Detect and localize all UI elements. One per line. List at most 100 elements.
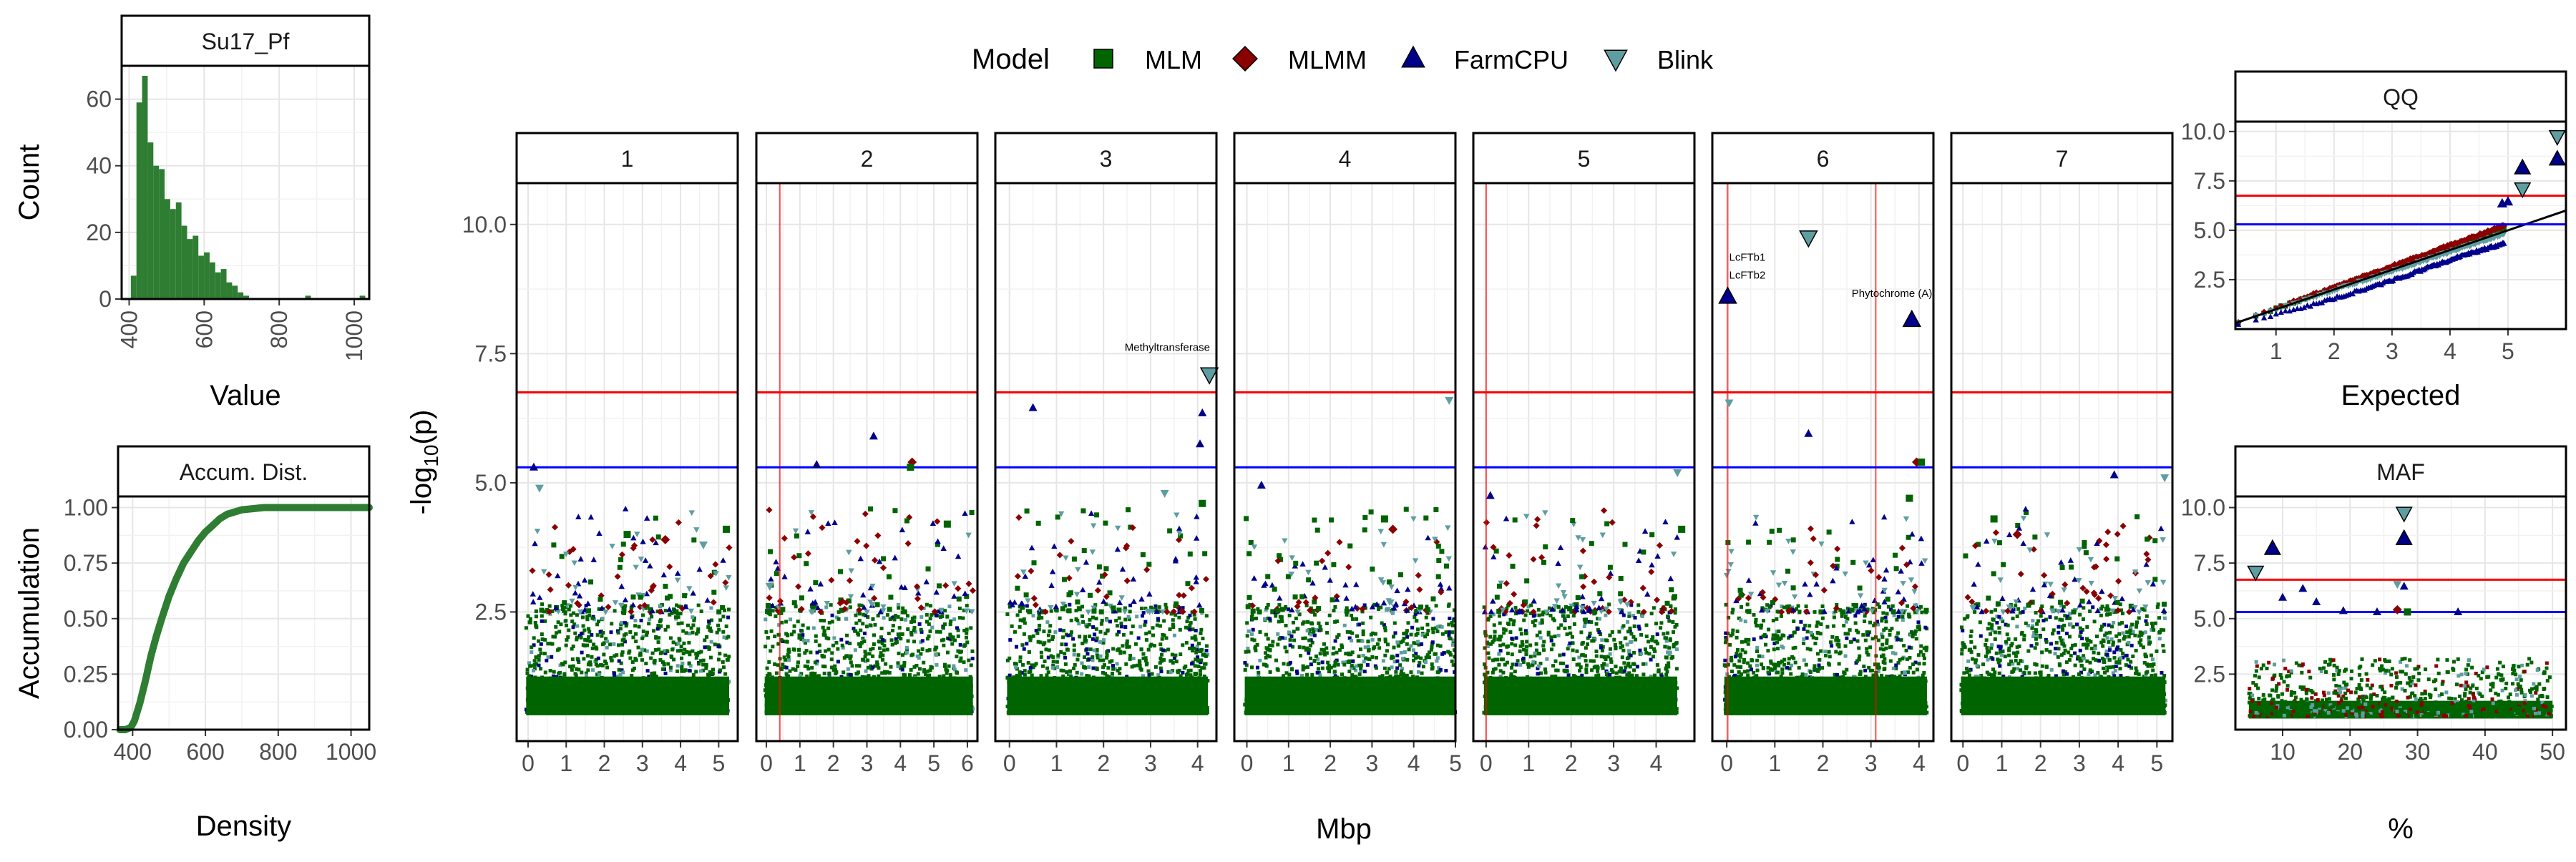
- snp-point: [630, 616, 633, 619]
- snp-point: [1128, 609, 1132, 613]
- snp-point: [572, 625, 575, 629]
- snp-point-high: [577, 556, 583, 562]
- snp-point-high: [1191, 609, 1198, 615]
- snp-point: [540, 602, 544, 606]
- snp-point-high: [535, 529, 540, 534]
- snp-point: [1037, 617, 1040, 620]
- peak-marker-blink: [1161, 490, 1169, 498]
- snp-point: [831, 614, 834, 617]
- snp-point: [1141, 657, 1145, 660]
- snp-point: [768, 672, 771, 676]
- snp-point: [1246, 647, 1249, 650]
- snp-point: [877, 666, 880, 670]
- snp-point: [597, 657, 600, 660]
- snp-point: [889, 665, 893, 669]
- snp-point: [557, 630, 561, 634]
- histogram-bar: [192, 236, 198, 299]
- snp-point: [851, 664, 854, 667]
- snp-point: [780, 621, 784, 625]
- snp-point: [591, 647, 595, 650]
- snp-point: [1018, 670, 1022, 674]
- snp-point-high: [1062, 577, 1067, 582]
- snp-point: [571, 657, 575, 661]
- strip-label: 4: [1339, 146, 1352, 172]
- snp-point: [1194, 629, 1198, 632]
- snp-point: [1306, 665, 1309, 669]
- snp-point-high: [647, 563, 653, 569]
- snp-point: [587, 627, 590, 631]
- snp-point-high: [547, 587, 554, 593]
- snp-point: [859, 629, 862, 632]
- snp-point: [1184, 626, 1188, 630]
- snp-point: [964, 668, 967, 672]
- snp-point: [1108, 619, 1112, 623]
- snp-point: [858, 619, 862, 622]
- snp-point-high: [1080, 509, 1085, 514]
- snp-point: [1188, 628, 1191, 632]
- snp-point: [1380, 622, 1384, 625]
- snp-point: [1197, 665, 1201, 668]
- snp-point: [899, 617, 903, 621]
- snp-point: [672, 640, 675, 644]
- snp-point: [1199, 632, 1203, 635]
- histogram-bar: [165, 199, 170, 299]
- snp-point-high: [1167, 529, 1172, 534]
- snp-point-high: [1015, 586, 1020, 591]
- histogram-bar: [210, 263, 215, 299]
- snp-point: [1087, 665, 1091, 669]
- snp-point: [1033, 663, 1037, 667]
- snp-point-high: [1202, 551, 1207, 556]
- snp-point: [595, 622, 599, 626]
- snp-point-high: [532, 540, 537, 546]
- snp-point: [1091, 637, 1095, 641]
- snp-point: [1128, 654, 1132, 657]
- snp-point: [562, 662, 565, 666]
- snp-point: [1148, 645, 1152, 648]
- snp-point: [1060, 669, 1063, 672]
- x-tick-label: 1000: [341, 310, 367, 361]
- snp-point-high: [862, 511, 869, 517]
- snp-point: [1139, 647, 1143, 651]
- snp-point: [557, 672, 560, 675]
- snp-point-high: [630, 594, 635, 599]
- snp-point-high: [1199, 608, 1204, 613]
- snp-point: [717, 657, 721, 661]
- snp-point: [561, 607, 565, 611]
- snp-point: [1187, 669, 1191, 672]
- snp-point: [678, 638, 681, 642]
- snp-point: [826, 627, 830, 630]
- snp-point: [1083, 665, 1086, 669]
- snp-point: [727, 608, 731, 612]
- snp-point: [688, 669, 691, 672]
- snp-point: [680, 657, 683, 660]
- snp-point: [582, 657, 585, 660]
- snp-point: [647, 622, 650, 625]
- snp-point-high: [934, 518, 940, 524]
- snp-point: [525, 626, 528, 630]
- snp-point: [965, 604, 969, 607]
- y-tick-label: 0.50: [64, 606, 108, 632]
- snp-point: [1163, 634, 1166, 637]
- snp-point: [569, 613, 572, 617]
- snp-point: [722, 665, 726, 669]
- snp-point: [906, 627, 909, 631]
- snp-point-high: [638, 557, 644, 562]
- snp-point: [676, 649, 680, 652]
- snp-point: [897, 636, 901, 640]
- snp-point: [726, 658, 729, 662]
- snp-point: [1023, 621, 1027, 625]
- snp-point: [1321, 667, 1324, 670]
- snp-point: [680, 622, 684, 625]
- snp-point: [1060, 642, 1063, 646]
- snp-point: [1441, 632, 1445, 636]
- histogram-bar: [131, 275, 137, 299]
- snp-point: [547, 655, 550, 659]
- snp-point-high: [1194, 535, 1199, 541]
- snp-point: [1154, 665, 1158, 669]
- snp-point: [1164, 606, 1168, 609]
- snp-point: [1016, 613, 1020, 617]
- snp-point-high: [868, 506, 873, 511]
- snp-point-high: [854, 538, 860, 544]
- snp-point-high: [1091, 523, 1096, 529]
